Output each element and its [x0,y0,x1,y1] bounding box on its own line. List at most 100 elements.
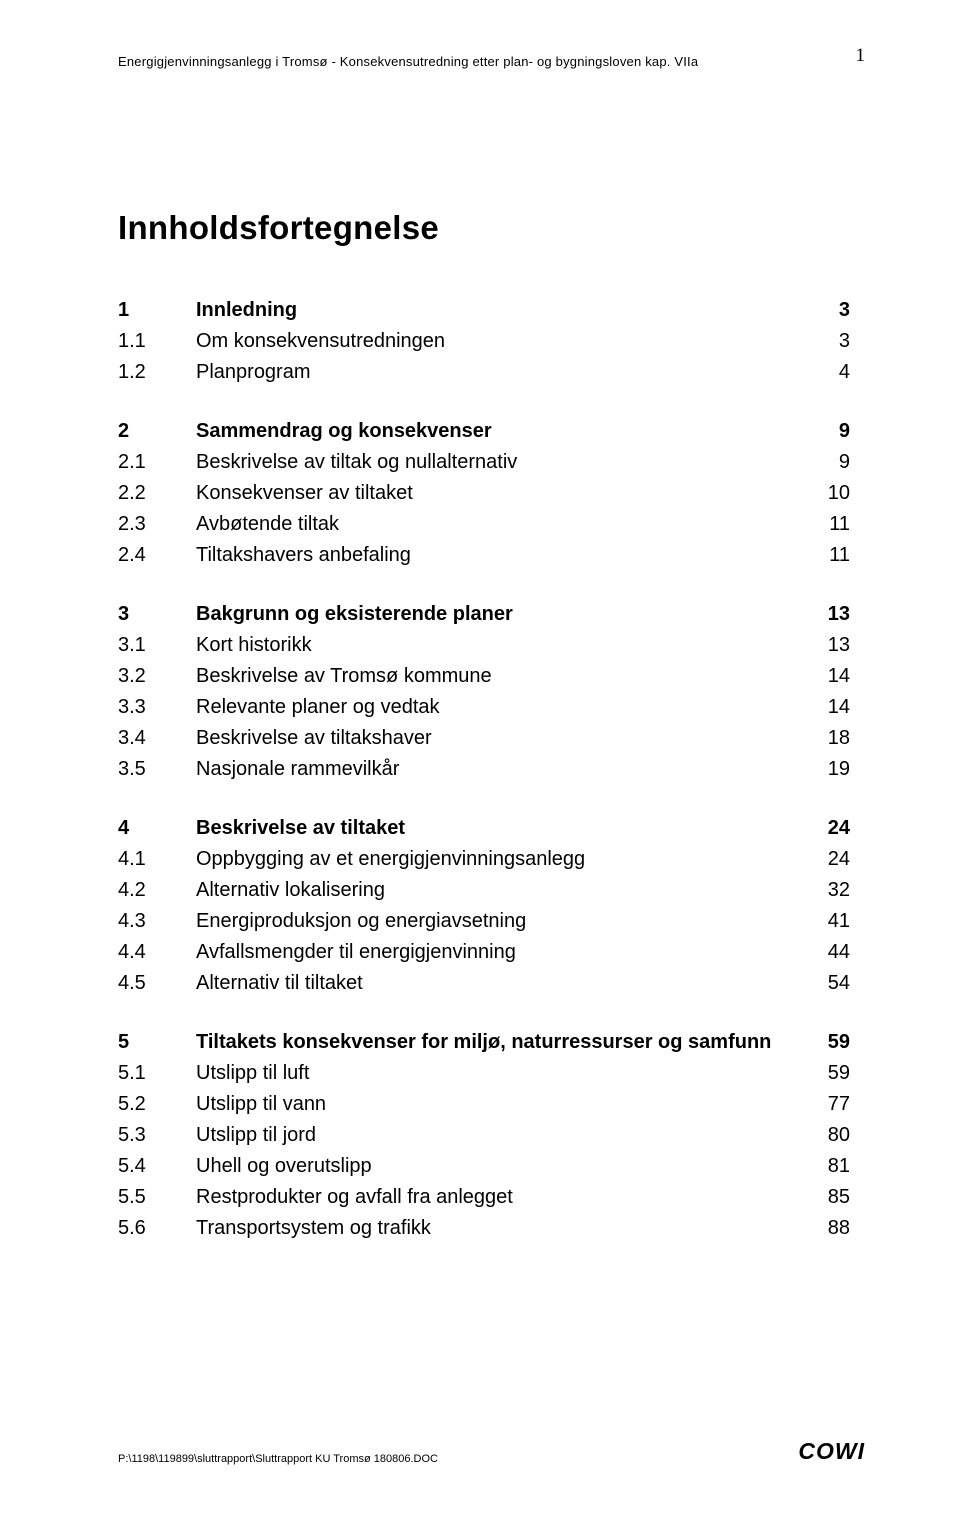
toc-row: 5.6Transportsystem og trafikk88 [118,1213,850,1244]
toc-row: 4.4Avfallsmengder til energigjenvinning4… [118,937,850,968]
toc-entry-label: Avfallsmengder til energigjenvinning [196,937,804,968]
toc-entry-label: Tiltakets konsekvenser for miljø, naturr… [196,1027,804,1058]
toc-entry-label: Beskrivelse av Tromsø kommune [196,661,804,692]
toc-entry-label: Energiproduksjon og energiavsetning [196,906,804,937]
toc-entry-page: 81 [804,1151,850,1182]
toc-row: 3.2Beskrivelse av Tromsø kommune14 [118,661,850,692]
toc-entry-label: Beskrivelse av tiltak og nullalternativ [196,447,804,478]
toc-entry-page: 32 [804,875,850,906]
toc-entry-number: 3.3 [118,692,196,723]
toc-entry-page: 24 [804,844,850,875]
toc-entry-number: 1 [118,295,196,326]
toc-entry-number: 2.3 [118,509,196,540]
toc-entry-number: 2 [118,416,196,447]
toc-entry-label: Innledning [196,295,804,326]
toc-entry-number: 2.1 [118,447,196,478]
toc-entry-label: Relevante planer og vedtak [196,692,804,723]
toc-entry-label: Restprodukter og avfall fra anlegget [196,1182,804,1213]
toc-entry-page: 54 [804,968,850,999]
toc-entry-number: 5.4 [118,1151,196,1182]
toc-row: 2.3Avbøtende tiltak11 [118,509,850,540]
toc-row: 1.2Planprogram4 [118,357,850,388]
toc-group: 3Bakgrunn og eksisterende planer133.1Kor… [118,599,850,785]
toc-entry-label: Sammendrag og konsekvenser [196,416,804,447]
footer-logo: COWI [798,1438,865,1465]
toc-row: 5.5Restprodukter og avfall fra anlegget8… [118,1182,850,1213]
toc-entry-page: 77 [804,1089,850,1120]
toc-row: 2.1Beskrivelse av tiltak og nullalternat… [118,447,850,478]
toc-entry-page: 14 [804,692,850,723]
toc-entry-page: 13 [804,630,850,661]
toc-entry-number: 5.5 [118,1182,196,1213]
toc-entry-page: 88 [804,1213,850,1244]
toc-entry-number: 3.2 [118,661,196,692]
toc-entry-page: 18 [804,723,850,754]
toc-entry-label: Konsekvenser av tiltaket [196,478,804,509]
toc-entry-number: 5.1 [118,1058,196,1089]
toc-entry-page: 11 [804,540,850,571]
footer-file-path: P:\1198\119899\sluttrapport\Sluttrapport… [118,1453,438,1465]
toc-entry-page: 85 [804,1182,850,1213]
page-number: 1 [856,45,866,67]
toc-row: 4.1Oppbygging av et energigjenvinningsan… [118,844,850,875]
toc-entry-label: Tiltakshavers anbefaling [196,540,804,571]
toc-title: Innholdsfortegnelse [118,209,850,247]
toc-entry-page: 14 [804,661,850,692]
toc-row: 2.4Tiltakshavers anbefaling11 [118,540,850,571]
toc-row: 5.4Uhell og overutslipp81 [118,1151,850,1182]
toc-entry-page: 10 [804,478,850,509]
toc-entry-number: 4.1 [118,844,196,875]
toc-row: 3.1Kort historikk13 [118,630,850,661]
toc-entry-label: Utslipp til luft [196,1058,804,1089]
toc-entry-page: 44 [804,937,850,968]
toc-entry-page: 3 [804,295,850,326]
page-footer: P:\1198\119899\sluttrapport\Sluttrapport… [118,1438,865,1465]
toc-entry-page: 9 [804,447,850,478]
toc-entry-page: 24 [804,813,850,844]
toc-entry-label: Om konsekvensutredningen [196,326,804,357]
toc-entry-label: Beskrivelse av tiltakshaver [196,723,804,754]
toc-row: 1Innledning3 [118,295,850,326]
toc-entry-label: Planprogram [196,357,804,388]
toc-entry-label: Utslipp til jord [196,1120,804,1151]
table-of-contents: 1Innledning31.1Om konsekvensutredningen3… [118,295,850,1244]
toc-entry-number: 5.6 [118,1213,196,1244]
toc-group: 2Sammendrag og konsekvenser92.1Beskrivel… [118,416,850,571]
toc-entry-label: Avbøtende tiltak [196,509,804,540]
toc-entry-page: 11 [804,509,850,540]
toc-entry-label: Kort historikk [196,630,804,661]
toc-entry-number: 2.4 [118,540,196,571]
toc-row: 2Sammendrag og konsekvenser9 [118,416,850,447]
toc-group: 4Beskrivelse av tiltaket244.1Oppbygging … [118,813,850,999]
toc-entry-number: 3 [118,599,196,630]
toc-entry-page: 59 [804,1058,850,1089]
toc-entry-label: Nasjonale rammevilkår [196,754,804,785]
document-page: Energigjenvinningsanlegg i Tromsø - Kons… [0,0,960,1515]
toc-entry-number: 1.2 [118,357,196,388]
toc-entry-number: 5 [118,1027,196,1058]
toc-entry-page: 80 [804,1120,850,1151]
toc-entry-number: 3.5 [118,754,196,785]
running-header: Energigjenvinningsanlegg i Tromsø - Kons… [118,54,850,69]
toc-entry-number: 5.3 [118,1120,196,1151]
toc-entry-number: 4.2 [118,875,196,906]
toc-row: 3.4Beskrivelse av tiltakshaver18 [118,723,850,754]
toc-entry-label: Uhell og overutslipp [196,1151,804,1182]
toc-row: 4.5Alternativ til tiltaket54 [118,968,850,999]
toc-row: 5.2Utslipp til vann77 [118,1089,850,1120]
toc-entry-page: 13 [804,599,850,630]
toc-group: 5Tiltakets konsekvenser for miljø, natur… [118,1027,850,1244]
toc-entry-label: Transportsystem og trafikk [196,1213,804,1244]
toc-entry-number: 5.2 [118,1089,196,1120]
toc-entry-label: Alternativ til tiltaket [196,968,804,999]
toc-entry-label: Utslipp til vann [196,1089,804,1120]
toc-entry-page: 3 [804,326,850,357]
toc-row: 3.5Nasjonale rammevilkår19 [118,754,850,785]
toc-row: 3.3Relevante planer og vedtak14 [118,692,850,723]
toc-row: 4.2Alternativ lokalisering32 [118,875,850,906]
toc-entry-page: 59 [804,1027,850,1058]
toc-row: 4.3Energiproduksjon og energiavsetning41 [118,906,850,937]
toc-row: 5.1Utslipp til luft59 [118,1058,850,1089]
toc-row: 3Bakgrunn og eksisterende planer13 [118,599,850,630]
toc-entry-number: 4.4 [118,937,196,968]
